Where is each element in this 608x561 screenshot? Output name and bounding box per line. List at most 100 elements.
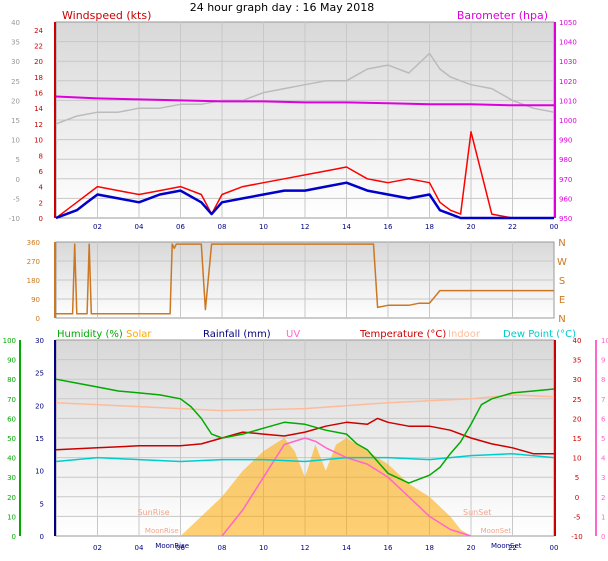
temp-tick-label: 15	[573, 435, 582, 443]
solar-tick-label: 10	[35, 468, 44, 476]
baro-tick-label: 1040	[559, 39, 577, 47]
wind-tick-label: 10	[34, 137, 43, 145]
baro-alt-series-line	[55, 52, 555, 125]
temp-tick-label: -5	[574, 513, 581, 521]
temp-tick-label: 0	[575, 494, 579, 502]
wind-legend-label: Windspeed (kts)	[62, 9, 151, 22]
uv-tick-label: 10	[601, 337, 608, 345]
uv-tick-label: 2	[601, 494, 605, 502]
temp-legend-label: Rainfall (mm)	[203, 329, 271, 340]
wind-tick-label: 6	[39, 168, 44, 176]
wind-tick-label: 22	[34, 43, 43, 51]
barometer-series-line	[55, 95, 554, 107]
wind-outer-tick-label: 30	[11, 58, 20, 66]
humidity-tick-label: 70	[7, 396, 16, 404]
temp-legend-label: Solar	[126, 329, 152, 340]
wind-x-tick-label: 06	[176, 223, 185, 231]
temp-x-tick-label: 10	[259, 544, 268, 552]
temp-tick-label: 35	[573, 357, 582, 365]
temp-x-tick-label: 22	[508, 544, 517, 552]
temp-x-tick-label: 00	[550, 544, 559, 552]
baro-tick-label: 990	[559, 137, 572, 145]
baro-tick-label: 1020	[559, 78, 577, 86]
uv-tick-label: 3	[601, 474, 605, 482]
wind-x-tick-label: 00	[550, 223, 559, 231]
solar-tick-label: 15	[35, 435, 44, 443]
baro-tick-label: 1010	[559, 97, 577, 105]
temp-tick-label: 5	[575, 474, 579, 482]
temp-x-tick-label: 08	[218, 544, 227, 552]
baro-tick-label: 970	[559, 176, 572, 184]
temp-x-tick-label: 04	[135, 544, 144, 552]
temp-tick-label: 10	[573, 455, 582, 463]
dewpoint-series-line	[55, 452, 555, 463]
temp-tick-label: 20	[573, 415, 582, 423]
direction-tick-label: 270	[27, 258, 40, 266]
temp-x-tick-label: 18	[425, 544, 434, 552]
temp-tick-label: 30	[573, 376, 582, 384]
wind-avg-series-line	[55, 181, 554, 220]
sunset-label: SunSet	[463, 508, 491, 517]
wind-x-tick-label: 18	[425, 223, 434, 231]
solar-tick-label: 5	[40, 500, 44, 508]
temp-tick-label: 40	[573, 337, 582, 345]
wind-x-tick-label: 12	[301, 223, 310, 231]
temp-x-tick-label: 20	[467, 544, 476, 552]
wind-x-tick-label: 02	[93, 223, 102, 231]
temp-x-tick-label: 16	[384, 544, 393, 552]
moonset-axis-label: MoonSet	[491, 542, 522, 550]
direction-tick-label: 0	[36, 315, 40, 323]
baro-tick-label: 1030	[559, 58, 577, 66]
wind-gust-series-line	[55, 131, 554, 219]
direction-tick-label: 360	[27, 239, 40, 247]
wind-tick-label: 14	[34, 105, 43, 113]
temp-legend-label: Humidity (%)	[57, 329, 123, 340]
compass-label: N	[558, 238, 565, 249]
uv-series-line	[221, 437, 472, 537]
wind-tick-label: 20	[34, 58, 43, 66]
humidity-tick-label: 100	[3, 337, 16, 345]
wind-tick-label: 2	[39, 199, 43, 207]
solar-tick-label: 0	[40, 533, 44, 541]
wind-x-tick-label: 16	[384, 223, 393, 231]
baro-legend-label: Barometer (hpa)	[457, 9, 548, 22]
wind-tick-label: 12	[34, 121, 43, 129]
uv-tick-label: 7	[601, 396, 605, 404]
wind-outer-tick-label: 35	[11, 39, 20, 47]
uv-tick-label: 5	[601, 435, 605, 443]
wind-outer-tick-label: 25	[11, 78, 20, 86]
humidity-tick-label: 40	[7, 455, 16, 463]
wind-tick-label: 24	[34, 27, 43, 35]
wind-tick-label: 16	[34, 90, 43, 98]
uv-tick-label: 4	[601, 455, 606, 463]
baro-tick-label: 950	[559, 215, 572, 223]
solar-tick-label: 20	[35, 402, 44, 410]
wind-x-tick-label: 14	[342, 223, 351, 231]
compass-label: W	[557, 257, 567, 268]
uv-tick-label: 6	[601, 415, 606, 423]
temp-legend-label: Dew Point (°C)	[503, 329, 576, 340]
compass-label: E	[559, 295, 565, 306]
wind-tick-label: 8	[39, 152, 43, 160]
humidity-tick-label: 10	[7, 513, 16, 521]
uv-tick-label: 0	[601, 533, 605, 541]
compass-label: S	[559, 276, 565, 287]
solar-tick-label: 30	[35, 337, 44, 345]
uv-tick-label: 9	[601, 357, 605, 365]
temp-legend-label: UV	[286, 329, 300, 340]
uv-tick-label: 8	[601, 376, 605, 384]
temp-x-tick-label: 14	[342, 544, 351, 552]
temp-tick-label: -10	[571, 533, 582, 541]
wind-tick-label: 18	[34, 74, 43, 82]
wind-outer-tick-label: 10	[11, 137, 20, 145]
baro-tick-label: 960	[559, 195, 572, 203]
humidity-tick-label: 50	[7, 435, 16, 443]
temp-x-tick-label: 12	[301, 544, 310, 552]
uv-tick-label: 1	[601, 513, 605, 521]
temp-tick-label: 25	[573, 396, 582, 404]
temperature-series-line	[55, 417, 554, 455]
wind-outer-tick-label: 20	[11, 97, 20, 105]
moonset-label: MoonSet	[481, 527, 512, 535]
wind-outer-tick-label: 0	[16, 176, 20, 184]
